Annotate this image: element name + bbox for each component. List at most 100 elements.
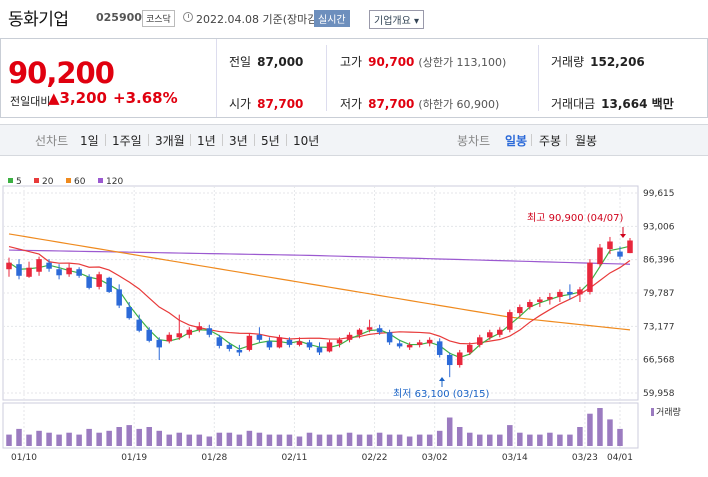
realtime-button[interactable]: 실시간	[314, 10, 350, 27]
x-tick-label: 04/01	[607, 453, 633, 463]
period-1w[interactable]: 1주일	[112, 134, 142, 148]
volume-bar	[567, 434, 573, 446]
amount-value: 13,664 백만	[601, 97, 674, 111]
clock-icon	[183, 12, 193, 22]
candle-body	[597, 247, 603, 265]
candle-body	[557, 291, 563, 297]
x-tick-label: 03/23	[572, 453, 598, 463]
candle-chart-label[interactable]: 봉차트	[457, 134, 491, 148]
x-tick-label: 02/22	[362, 453, 388, 463]
candle-body	[316, 347, 323, 353]
legend-label: 60	[74, 177, 86, 187]
candle-body	[166, 334, 173, 342]
open-label: 시가	[229, 97, 252, 111]
candle-body	[426, 339, 433, 344]
period-10y[interactable]: 10년	[293, 134, 320, 148]
annotations: 최고 90,900 (04/07) 최저 63,100 (03/15)	[393, 212, 626, 400]
ma60-line	[8, 233, 631, 331]
volume-bar	[136, 428, 142, 446]
amount-label: 거래대금	[551, 97, 596, 111]
y-tick-label: 59,958	[643, 389, 675, 399]
candle-body	[76, 269, 82, 276]
y-tick-label: 99,615	[643, 189, 675, 199]
change-value: ▲3,200	[48, 89, 107, 107]
panel-divider	[326, 45, 327, 111]
line-chart-label[interactable]: 선차트	[35, 134, 69, 148]
volume-bar	[226, 432, 233, 446]
volume-bar	[26, 434, 32, 446]
period-monthly[interactable]: 월봉	[575, 134, 598, 148]
candle-body	[537, 299, 543, 303]
period-weekly[interactable]: 주봉	[539, 134, 562, 148]
volume-bar	[386, 434, 393, 446]
volume-bar	[36, 430, 42, 446]
volume-value: 152,206	[590, 55, 645, 69]
period-5y[interactable]: 5년	[261, 134, 280, 148]
candle-body	[497, 329, 503, 335]
candle-body	[456, 352, 463, 366]
candle-body	[507, 312, 513, 330]
candle-body	[136, 319, 142, 331]
x-tick-label: 01/28	[201, 453, 227, 463]
candle-body	[246, 335, 253, 350]
stock-code: 025900	[96, 11, 142, 24]
volume-bar	[537, 434, 543, 446]
period-1d[interactable]: 1일	[80, 134, 99, 148]
volume-bar	[16, 428, 22, 446]
volume-bar	[276, 434, 283, 446]
candle-body	[216, 337, 223, 346]
volume-bar	[246, 430, 253, 446]
toolbar-divider	[222, 134, 223, 146]
volume-bar	[577, 427, 583, 446]
ma60-swatch	[66, 178, 71, 183]
date-text: 2022.04.08 기준(장마감)	[196, 13, 322, 26]
ma5-line	[8, 245, 631, 359]
x-tick-label: 01/10	[11, 453, 37, 463]
open-value: 87,700	[257, 97, 304, 111]
volume-bar	[366, 434, 373, 446]
ma5-swatch	[8, 178, 13, 183]
panel-divider	[538, 45, 539, 111]
candle-body	[156, 339, 162, 348]
candle-body	[86, 276, 92, 288]
high-value: 90,700	[368, 55, 415, 69]
candle-body	[206, 328, 213, 335]
high-price: 고가 90,700 (상한가 113,100)	[340, 53, 506, 70]
period-1y[interactable]: 1년	[197, 134, 216, 148]
volume-bar	[176, 432, 183, 446]
volume-bar	[416, 434, 423, 446]
candle-body	[186, 329, 193, 335]
volume-bar	[96, 432, 102, 446]
volume-bar	[607, 419, 613, 446]
low-label: 저가	[340, 97, 363, 111]
high-label: 고가	[340, 55, 363, 69]
panel-divider	[216, 39, 217, 117]
company-info-dropdown[interactable]: 기업개요 ▾	[369, 10, 424, 29]
volume-bar	[426, 434, 433, 446]
volume-bar	[56, 434, 62, 446]
candle-body	[416, 342, 423, 345]
candle-body	[326, 342, 333, 352]
prev-close: 전일 87,000	[229, 53, 303, 70]
high-annotation: 최고 90,900 (04/07)	[527, 212, 623, 224]
high-arrow-head	[620, 234, 626, 238]
candle-body	[276, 337, 283, 348]
volume-bar	[497, 434, 503, 446]
company-name: 동화기업	[8, 10, 69, 30]
period-3m[interactable]: 3개월	[155, 134, 185, 148]
period-3y[interactable]: 3년	[229, 134, 248, 148]
candle-body	[26, 267, 32, 277]
lower-limit: (하한가 60,900)	[418, 98, 500, 111]
candle-body	[567, 291, 573, 295]
prev-close-label: 전일	[229, 55, 252, 69]
volume-bar	[487, 434, 493, 446]
period-daily[interactable]: 일봉	[505, 134, 528, 148]
candle-body	[96, 274, 102, 287]
volume-bar	[517, 432, 523, 446]
candle-body	[226, 344, 233, 349]
legend-ma60: 60	[66, 177, 85, 187]
volume-bar	[146, 427, 152, 446]
candle-body	[106, 277, 112, 292]
toolbar-divider	[286, 134, 287, 146]
